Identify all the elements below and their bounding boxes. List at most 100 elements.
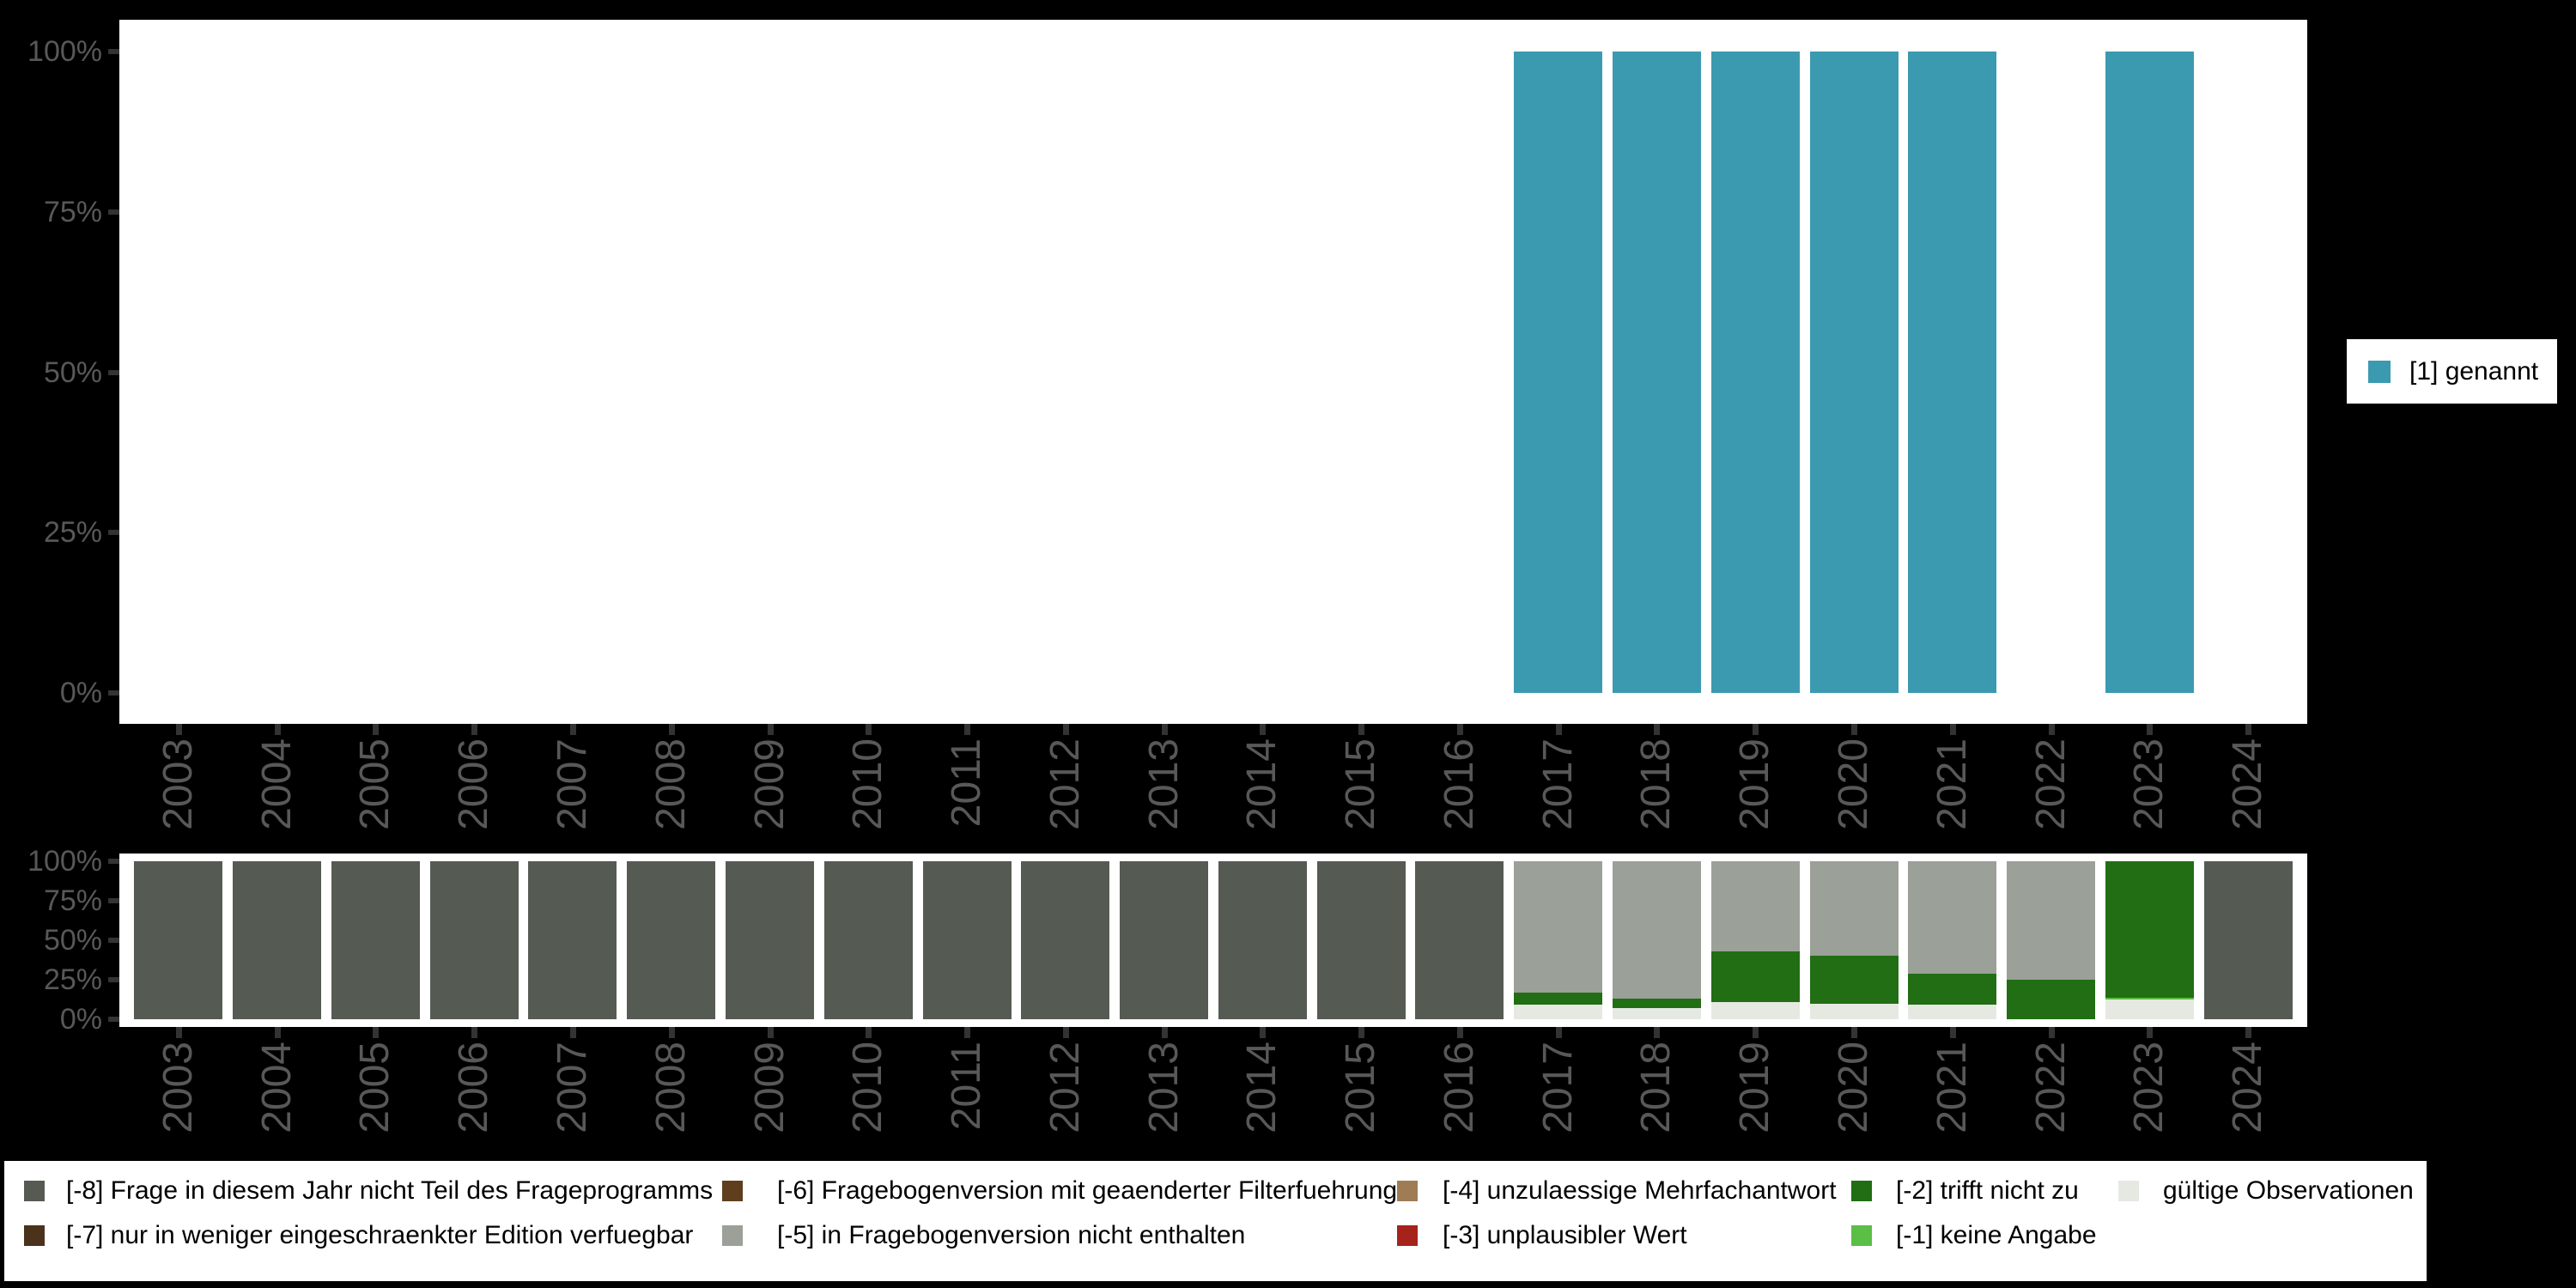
x-axis-tick (1851, 1027, 1858, 1038)
segment-2024-neg8 (2203, 861, 2293, 1019)
x-axis-tick (175, 724, 182, 735)
x-axis-tick (1456, 724, 1463, 735)
x-axis-tick (1949, 1027, 1956, 1038)
bar-genannt-2018 (1612, 52, 1701, 693)
segment-2013-neg8 (1120, 861, 1209, 1019)
legend-neg1-swatch-icon (1851, 1225, 1872, 1246)
x-axis-tick (668, 724, 675, 735)
x-axis-year-label: 2018 (1633, 738, 1680, 830)
segment-2005-neg8 (331, 861, 420, 1019)
segment-2014-neg8 (1218, 861, 1307, 1019)
segment-2021-valid (1908, 1005, 1997, 1019)
x-axis-tick (1358, 1027, 1365, 1038)
y-axis-label: 50% (43, 355, 102, 389)
x-axis-year-label: 2024 (2225, 738, 2271, 830)
x-axis-tick (1456, 1027, 1463, 1038)
legend-neg6-label: [-6] Fragebogenversion mit geaenderter F… (777, 1176, 1398, 1205)
x-axis-tick (1753, 724, 1759, 735)
x-axis-year-label: 2004 (253, 1042, 300, 1133)
x-axis-year-label: 2011 (944, 1042, 990, 1131)
legend-neg7-swatch-icon (24, 1225, 45, 1246)
x-axis-year-label: 2010 (845, 1042, 891, 1133)
x-axis-year-label: 2009 (746, 1042, 793, 1133)
segment-2006-neg8 (429, 861, 519, 1019)
legend-neg2-label: [-2] trifft nicht zu (1896, 1176, 2079, 1205)
segment-2019-valid (1710, 1001, 1800, 1019)
segment-2020-valid (1809, 1003, 1899, 1019)
x-axis-tick (569, 1027, 576, 1038)
x-axis-tick (1161, 724, 1168, 735)
x-axis-tick (2245, 724, 2252, 735)
x-axis-year-label: 2020 (1831, 738, 1877, 830)
x-axis-year-label: 2005 (352, 1042, 398, 1133)
genannt-swatch-icon (2368, 360, 2391, 383)
legend-neg7-label: [-7] nur in weniger eingeschraenkter Edi… (66, 1221, 694, 1249)
segment-2018-valid (1612, 1008, 1701, 1019)
genannt-legend-label: [1] genannt (2409, 356, 2539, 386)
x-axis-tick (866, 1027, 872, 1038)
x-axis-year-label: 2007 (549, 1042, 595, 1133)
segment-2018-neg5 (1612, 861, 1701, 999)
x-axis-year-label: 2024 (2225, 1042, 2271, 1133)
x-axis-tick (964, 724, 971, 735)
legend-neg5-swatch-icon (722, 1225, 743, 1246)
segment-2019-neg5 (1710, 861, 1800, 951)
x-axis-tick (1949, 724, 1956, 735)
legend-neg1-label: [-1] keine Angabe (1896, 1221, 2097, 1249)
x-axis-tick (1062, 724, 1069, 735)
y-axis-label: 50% (43, 924, 102, 957)
segment-2010-neg8 (823, 861, 913, 1019)
x-axis-year-label: 2004 (253, 738, 300, 830)
bar-genannt-2019 (1710, 52, 1800, 693)
y-axis-label: 0% (59, 1003, 102, 1036)
legend-valid-label: gültige Observationen (2163, 1176, 2414, 1205)
y-axis-label: 25% (43, 516, 102, 550)
x-axis-year-label: 2015 (1338, 738, 1384, 830)
segment-2007-neg8 (528, 861, 617, 1019)
x-axis-tick (2048, 1027, 2055, 1038)
x-axis-year-label: 2006 (451, 1042, 497, 1133)
x-axis-tick (964, 1027, 971, 1038)
x-axis-year-label: 2021 (1929, 1042, 1975, 1133)
y-axis-label: 100% (27, 35, 102, 68)
x-axis-year-label: 2008 (647, 1042, 694, 1133)
x-axis-tick (767, 1027, 774, 1038)
segment-2017-valid (1514, 1005, 1603, 1019)
x-axis-year-label: 2003 (155, 1042, 201, 1133)
x-axis-year-label: 2003 (155, 738, 201, 830)
x-axis-tick (471, 1027, 478, 1038)
x-axis-tick (1851, 724, 1858, 735)
segment-2008-neg8 (627, 861, 716, 1019)
segment-2017-neg5 (1514, 861, 1603, 993)
x-axis-year-label: 2009 (746, 738, 793, 830)
bar-genannt-2020 (1809, 52, 1899, 693)
x-axis-year-label: 2017 (1534, 1042, 1581, 1133)
x-axis-tick (1358, 724, 1365, 735)
bar-genannt-2021 (1908, 52, 1997, 693)
x-axis-tick (2048, 724, 2055, 735)
legend-valid-swatch-icon (2118, 1181, 2139, 1201)
segment-2020-neg2 (1809, 956, 1899, 1004)
x-axis-tick (569, 724, 576, 735)
segment-2021-neg2 (1908, 973, 1997, 1005)
x-axis-tick (1753, 1027, 1759, 1038)
missing-codes-legend: [-8] Frage in diesem Jahr nicht Teil des… (4, 1161, 2427, 1281)
legend-neg5-label: [-5] in Fragebogenversion nicht enthalte… (777, 1221, 1246, 1249)
y-axis-tick (108, 690, 119, 696)
segment-2021-neg5 (1908, 861, 1997, 974)
legend-neg4-label: [-4] unzulaessige Mehrfachantwort (1443, 1176, 1837, 1205)
y-axis-label: 75% (43, 195, 102, 228)
bar-genannt-2017 (1514, 52, 1603, 693)
x-axis-year-label: 2023 (2126, 738, 2172, 830)
y-axis-tick (108, 938, 119, 943)
y-axis-tick (108, 530, 119, 536)
segment-2004-neg8 (233, 861, 322, 1019)
x-axis-tick (373, 724, 380, 735)
top-chart-legend: [1] genannt (2347, 339, 2557, 404)
segment-2023-neg1 (2105, 998, 2194, 999)
x-axis-year-label: 2010 (845, 738, 891, 830)
segment-2015-neg8 (1316, 861, 1406, 1019)
x-axis-year-label: 2007 (549, 738, 595, 830)
legend-neg2-swatch-icon (1851, 1181, 1872, 1201)
